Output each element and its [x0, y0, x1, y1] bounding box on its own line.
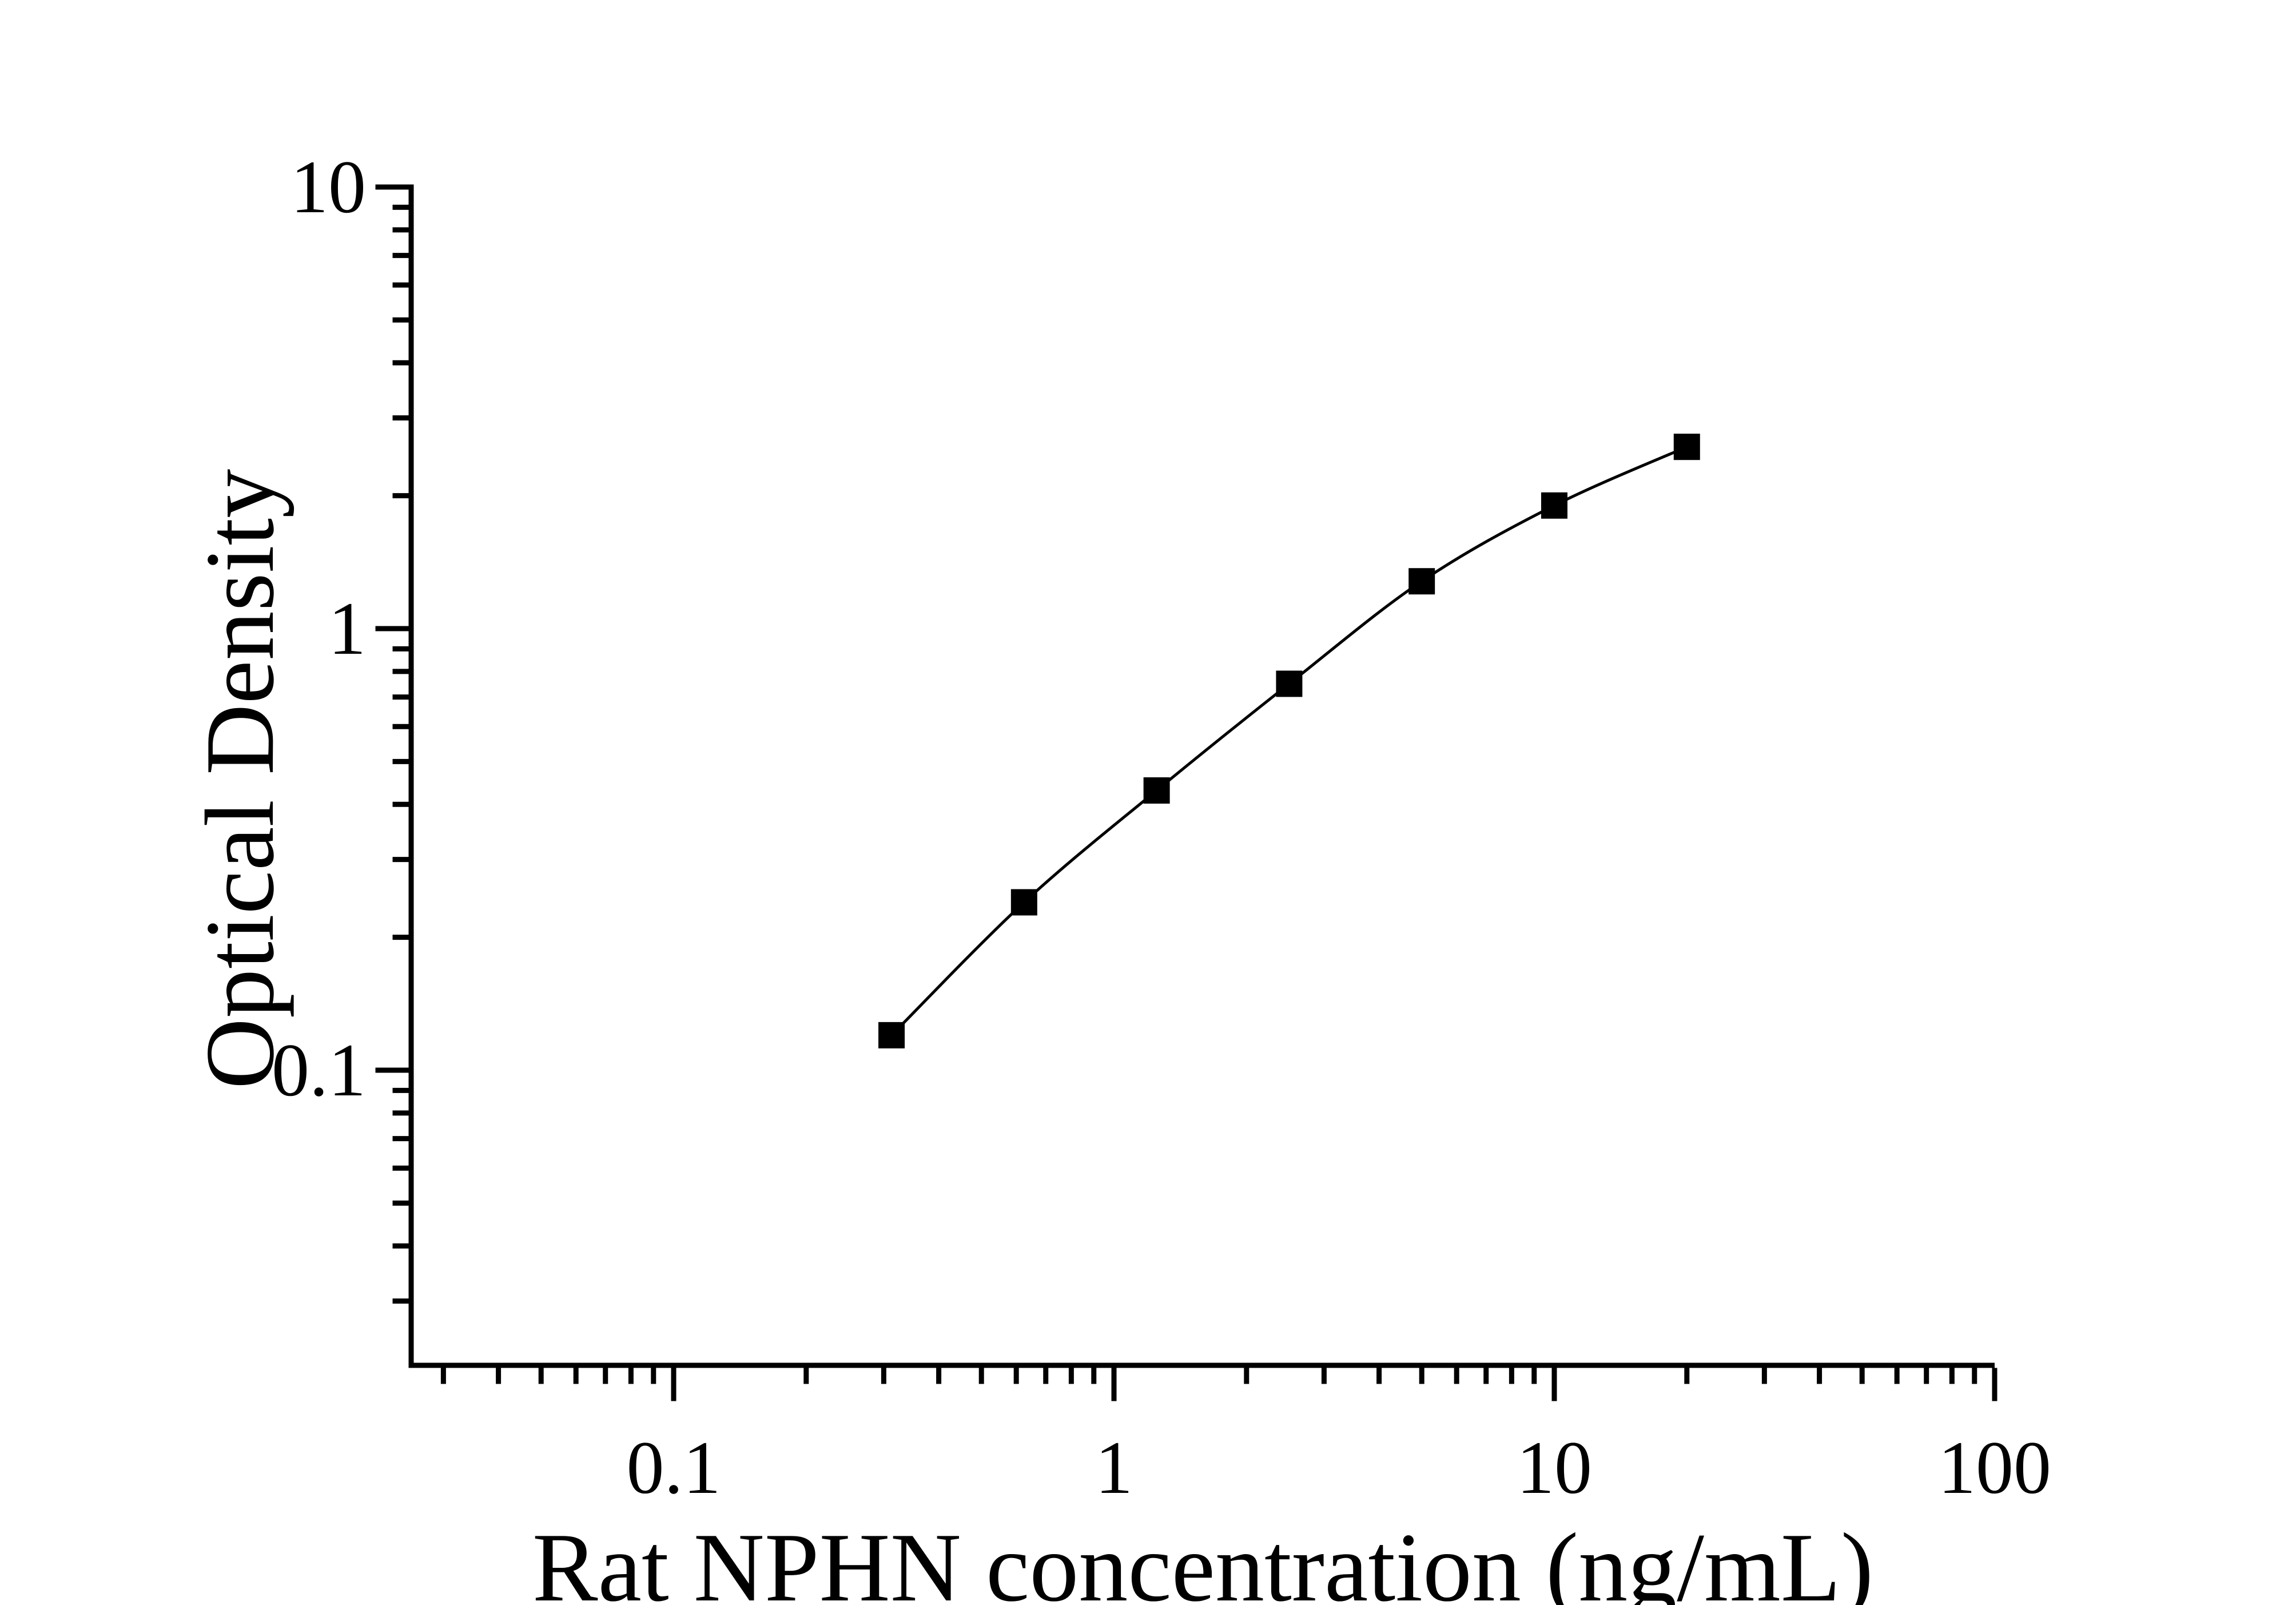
data-point-marker	[1673, 434, 1700, 460]
y-tick-label-0.1: 0.1	[272, 1028, 366, 1112]
standard-curve-line	[890, 445, 1688, 1036]
x-tick-label-10: 10	[1517, 1425, 1592, 1509]
tick-marks	[375, 184, 1997, 1401]
x-axis-title: Rat NPHN concentration (ng/mL)	[532, 1513, 1874, 1605]
y-tick-label-1: 1	[328, 586, 366, 670]
data-point-marker	[1541, 492, 1567, 519]
y-tick-label-10: 10	[291, 145, 366, 229]
x-tick-label-100: 100	[1938, 1425, 2051, 1509]
data-point-marker	[1010, 889, 1037, 916]
data-point-marker	[878, 1022, 905, 1048]
x-tick-label-0.1: 0.1	[626, 1425, 721, 1509]
x-tick-label-1: 1	[1095, 1425, 1133, 1509]
data-point-marker	[1143, 777, 1170, 804]
axes	[408, 184, 1995, 1368]
data-point-marker	[1276, 670, 1303, 697]
data-point-markers	[878, 434, 1700, 1048]
data-point-marker	[1408, 568, 1435, 595]
y-axis-title: Optical Density	[186, 468, 295, 1090]
